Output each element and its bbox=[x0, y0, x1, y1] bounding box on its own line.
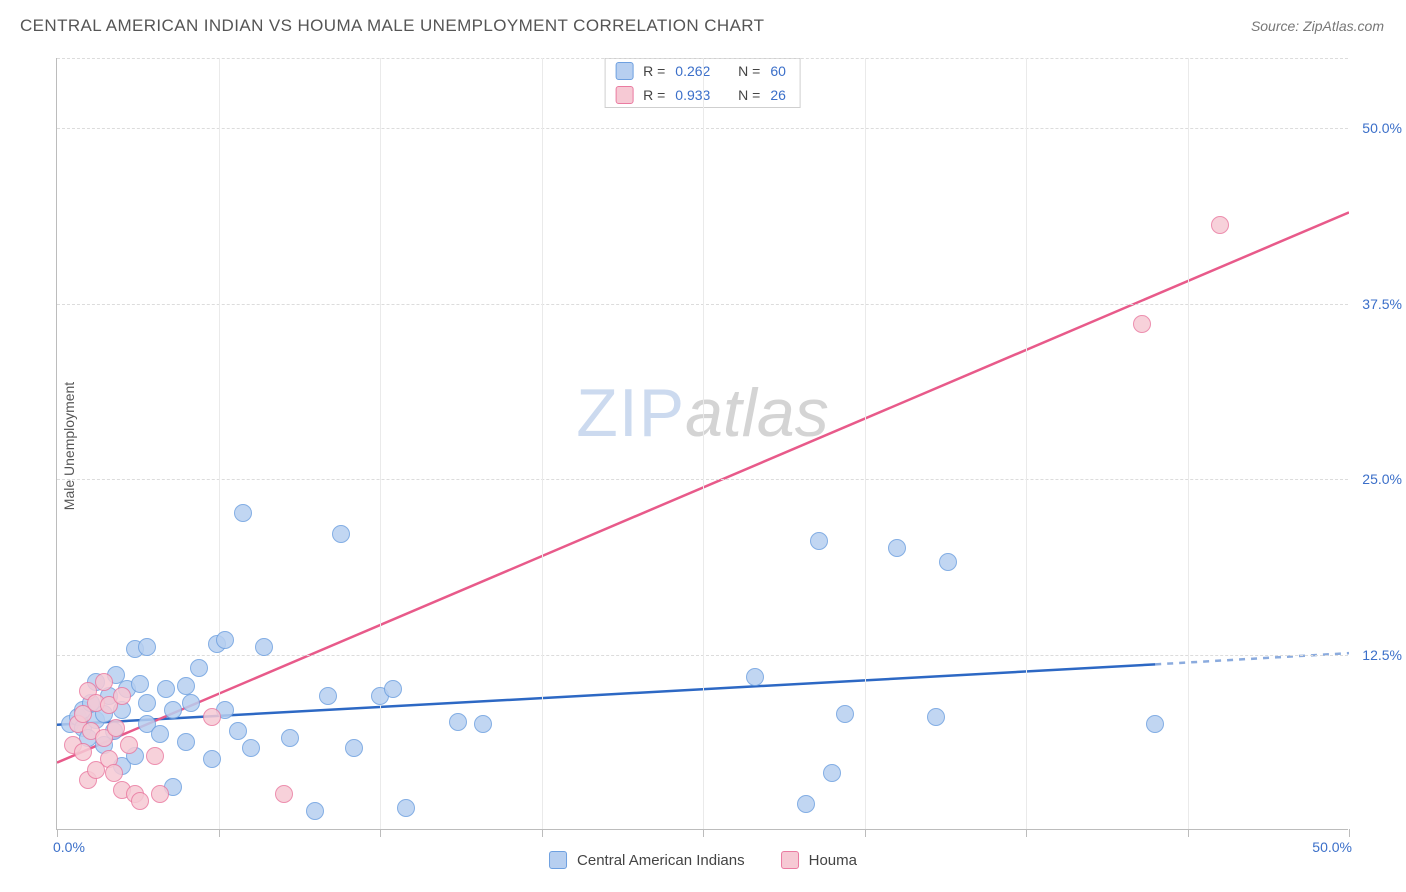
legend-series: Central American Indians Houma bbox=[549, 836, 857, 884]
legend-r-value: 0.262 bbox=[675, 63, 710, 79]
legend-series-label: Central American Indians bbox=[577, 852, 745, 869]
data-point-cai bbox=[177, 677, 195, 695]
data-point-cai bbox=[164, 701, 182, 719]
legend-r-label: R = bbox=[643, 87, 665, 103]
data-point-houma bbox=[74, 743, 92, 761]
legend-swatch bbox=[549, 851, 567, 869]
source-label: Source: ZipAtlas.com bbox=[1251, 18, 1384, 34]
grid-vline bbox=[542, 58, 543, 829]
watermark-atlas: atlas bbox=[685, 375, 829, 451]
data-point-cai bbox=[138, 694, 156, 712]
x-tick bbox=[865, 829, 866, 837]
x-tick bbox=[1026, 829, 1027, 837]
legend-r-label: R = bbox=[643, 63, 665, 79]
data-point-cai bbox=[281, 729, 299, 747]
data-point-cai bbox=[836, 705, 854, 723]
legend-swatch bbox=[615, 62, 633, 80]
data-point-cai bbox=[177, 733, 195, 751]
legend-n-value: 26 bbox=[770, 87, 786, 103]
grid-vline bbox=[1026, 58, 1027, 829]
data-point-cai bbox=[888, 539, 906, 557]
legend-swatch bbox=[781, 851, 799, 869]
data-point-houma bbox=[1133, 315, 1151, 333]
data-point-cai bbox=[182, 694, 200, 712]
data-point-cai bbox=[131, 675, 149, 693]
chart-container: CENTRAL AMERICAN INDIAN VS HOUMA MALE UN… bbox=[0, 0, 1406, 892]
legend-n-label: N = bbox=[738, 87, 760, 103]
y-tick-label: 12.5% bbox=[1362, 647, 1402, 663]
x-tick bbox=[380, 829, 381, 837]
grid-vline bbox=[380, 58, 381, 829]
x-tick-label: 50.0% bbox=[1312, 839, 1352, 855]
legend-series-item: Houma bbox=[781, 851, 857, 869]
data-point-cai bbox=[810, 532, 828, 550]
legend-swatch bbox=[615, 86, 633, 104]
data-point-cai bbox=[797, 795, 815, 813]
data-point-houma bbox=[275, 785, 293, 803]
data-point-cai bbox=[939, 553, 957, 571]
data-point-cai bbox=[138, 638, 156, 656]
legend-n-value: 60 bbox=[770, 63, 786, 79]
data-point-cai bbox=[474, 715, 492, 733]
data-point-houma bbox=[107, 719, 125, 737]
x-tick bbox=[542, 829, 543, 837]
grid-vline bbox=[1188, 58, 1189, 829]
data-point-houma bbox=[95, 673, 113, 691]
data-point-cai bbox=[1146, 715, 1164, 733]
data-point-cai bbox=[203, 750, 221, 768]
x-tick bbox=[219, 829, 220, 837]
data-point-cai bbox=[242, 739, 260, 757]
data-point-houma bbox=[113, 687, 131, 705]
y-tick-label: 37.5% bbox=[1362, 296, 1402, 312]
data-point-cai bbox=[319, 687, 337, 705]
data-point-houma bbox=[151, 785, 169, 803]
data-point-houma bbox=[131, 792, 149, 810]
grid-vline bbox=[865, 58, 866, 829]
x-tick bbox=[57, 829, 58, 837]
data-point-cai bbox=[234, 504, 252, 522]
data-point-cai bbox=[190, 659, 208, 677]
data-point-cai bbox=[384, 680, 402, 698]
data-point-cai bbox=[229, 722, 247, 740]
data-point-cai bbox=[332, 525, 350, 543]
legend-r-value: 0.933 bbox=[675, 87, 710, 103]
chart-title: CENTRAL AMERICAN INDIAN VS HOUMA MALE UN… bbox=[20, 16, 764, 36]
data-point-cai bbox=[823, 764, 841, 782]
data-point-houma bbox=[120, 736, 138, 754]
data-point-houma bbox=[146, 747, 164, 765]
data-point-houma bbox=[105, 764, 123, 782]
data-point-houma bbox=[1211, 216, 1229, 234]
data-point-cai bbox=[151, 725, 169, 743]
watermark-zip: ZIP bbox=[576, 375, 685, 451]
data-point-cai bbox=[927, 708, 945, 726]
data-point-cai bbox=[216, 631, 234, 649]
legend-n-label: N = bbox=[738, 63, 760, 79]
data-point-houma bbox=[203, 708, 221, 726]
data-point-cai bbox=[746, 668, 764, 686]
legend-series-label: Houma bbox=[809, 852, 857, 869]
data-point-cai bbox=[157, 680, 175, 698]
x-tick bbox=[1349, 829, 1350, 837]
data-point-cai bbox=[345, 739, 363, 757]
plot-area: ZIPatlas R =0.262 N =60R =0.933 N =26 12… bbox=[56, 58, 1348, 830]
legend-series-item: Central American Indians bbox=[549, 851, 745, 869]
grid-vline bbox=[703, 58, 704, 829]
y-tick-label: 25.0% bbox=[1362, 471, 1402, 487]
x-tick-label: 0.0% bbox=[53, 839, 85, 855]
data-point-cai bbox=[397, 799, 415, 817]
y-tick-label: 50.0% bbox=[1362, 120, 1402, 136]
data-point-cai bbox=[306, 802, 324, 820]
data-point-cai bbox=[449, 713, 467, 731]
x-tick bbox=[1188, 829, 1189, 837]
data-point-cai bbox=[255, 638, 273, 656]
